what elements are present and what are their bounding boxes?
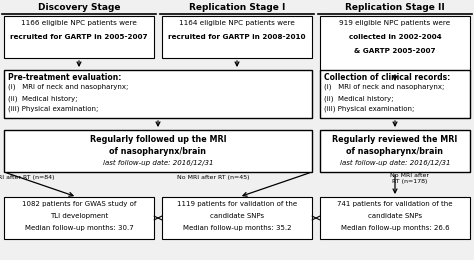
Text: candidate SNPs: candidate SNPs [368, 213, 422, 219]
Text: 1082 patients for GWAS study of: 1082 patients for GWAS study of [22, 201, 136, 207]
Text: Median follow-up months: 26.6: Median follow-up months: 26.6 [341, 225, 449, 231]
Text: (i)   MRI of neck and nasopharynx;: (i) MRI of neck and nasopharynx; [324, 84, 444, 90]
Text: Replication Stage II: Replication Stage II [345, 3, 445, 12]
Bar [4, 197, 154, 239]
Text: No MRI after RT (n=45): No MRI after RT (n=45) [177, 175, 249, 180]
Text: recruited for GARTP in 2005-2007: recruited for GARTP in 2005-2007 [10, 34, 148, 40]
Text: Median follow-up months: 30.7: Median follow-up months: 30.7 [25, 225, 133, 231]
Text: Median follow-up months: 35.2: Median follow-up months: 35.2 [183, 225, 291, 231]
Bar [162, 197, 312, 239]
Text: Replication Stage I: Replication Stage I [189, 3, 285, 12]
Text: Regularly reviewed the MRI: Regularly reviewed the MRI [332, 135, 458, 144]
Bar [320, 16, 470, 72]
Text: No MRI after RT (n=84): No MRI after RT (n=84) [0, 175, 54, 180]
Text: Regularly followed up the MRI: Regularly followed up the MRI [90, 135, 226, 144]
Bar [4, 70, 312, 118]
Text: Collection of clinical records:: Collection of clinical records: [324, 73, 450, 82]
Text: (ii)  Medical history;: (ii) Medical history; [324, 95, 393, 101]
Text: 1164 eligible NPC patients were: 1164 eligible NPC patients were [179, 20, 295, 26]
Text: (iii) Physical examination;: (iii) Physical examination; [324, 106, 414, 113]
Text: last follow-up date: 2016/12/31: last follow-up date: 2016/12/31 [340, 160, 450, 166]
Text: TLI development: TLI development [50, 213, 108, 219]
Text: & GARTP 2005-2007: & GARTP 2005-2007 [354, 48, 436, 54]
Text: last follow-up date: 2016/12/31: last follow-up date: 2016/12/31 [103, 160, 213, 166]
Text: of nasopharynx/brain: of nasopharynx/brain [109, 147, 207, 156]
Text: (i)   MRI of neck and nasopharynx;: (i) MRI of neck and nasopharynx; [8, 84, 128, 90]
Bar [162, 16, 312, 58]
Text: candidate SNPs: candidate SNPs [210, 213, 264, 219]
Text: Discovery Stage: Discovery Stage [38, 3, 120, 12]
Text: 1119 patients for validation of the: 1119 patients for validation of the [177, 201, 297, 207]
Text: 919 eligible NPC patients were: 919 eligible NPC patients were [339, 20, 451, 26]
Text: of nasopharynx/brain: of nasopharynx/brain [346, 147, 444, 156]
Bar [320, 197, 470, 239]
Text: (iii) Physical examination;: (iii) Physical examination; [8, 106, 99, 113]
Bar [320, 70, 470, 118]
Text: (ii)  Medical history;: (ii) Medical history; [8, 95, 78, 101]
Text: No MRI after
RT (n=178): No MRI after RT (n=178) [391, 173, 429, 184]
Bar [4, 16, 154, 58]
Text: Pre-treatment evaluation:: Pre-treatment evaluation: [8, 73, 121, 82]
Text: recruited for GARTP in 2008-2010: recruited for GARTP in 2008-2010 [168, 34, 306, 40]
Bar [4, 130, 312, 172]
Text: 741 patients for validation of the: 741 patients for validation of the [337, 201, 453, 207]
Text: collected in 2002-2004: collected in 2002-2004 [349, 34, 441, 40]
Bar [320, 130, 470, 172]
Text: 1166 eligible NPC patients were: 1166 eligible NPC patients were [21, 20, 137, 26]
